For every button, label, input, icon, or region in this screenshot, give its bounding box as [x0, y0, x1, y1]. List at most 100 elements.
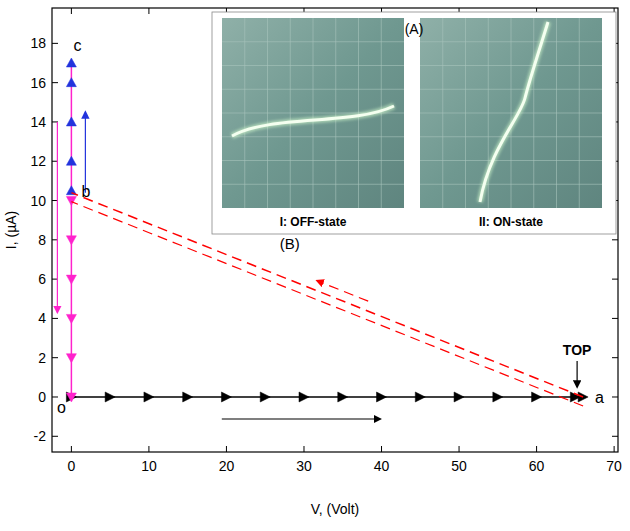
series-line [71, 201, 73, 397]
data-point [493, 392, 503, 402]
y-tick-right [612, 396, 618, 397]
x-tick [459, 446, 460, 452]
arrows [57, 112, 380, 419]
data-point [66, 393, 76, 402]
data-point [66, 117, 76, 126]
x-tick [303, 446, 304, 452]
y-tick-label: 12 [30, 153, 46, 169]
photo-grid [420, 184, 602, 185]
photo-grid [222, 89, 404, 90]
series-line-echo [71, 202, 583, 406]
data-point [532, 392, 542, 402]
annotation: o [57, 399, 66, 416]
top-arrow [577, 361, 578, 387]
photo-grid [420, 89, 602, 90]
data-point [338, 392, 348, 402]
x-axis-title: V, (Volt) [311, 501, 360, 517]
x-tick-label: 40 [374, 458, 390, 474]
photo-grid [420, 160, 602, 161]
inset-label: (A) [405, 21, 424, 37]
x-tick [381, 446, 382, 452]
x-tick-label: 60 [529, 458, 545, 474]
trace [480, 22, 548, 202]
x-tick-label: 10 [141, 458, 157, 474]
y-tick-label: 10 [30, 193, 46, 209]
y-tick [52, 318, 58, 319]
x-tick-label: 0 [67, 458, 75, 474]
inset-panel-label: I: OFF-state [280, 215, 347, 229]
y-tick-label: 6 [38, 271, 46, 287]
data-point [454, 392, 464, 402]
data-point [66, 275, 76, 284]
y-tick-label: 14 [30, 114, 46, 130]
data-point [105, 392, 115, 402]
annotation: (B) [280, 235, 300, 252]
x-tick [536, 446, 537, 452]
photo-grid [420, 136, 602, 137]
x-tick-top [148, 8, 149, 14]
x-tick [148, 446, 149, 452]
data-point [66, 354, 76, 363]
photo-grid [420, 41, 602, 42]
y-tick-right [612, 318, 618, 319]
x-tick [614, 446, 615, 452]
y-tick [52, 436, 58, 437]
arrow [222, 418, 380, 419]
photo-grid [222, 136, 404, 137]
y-tick-label: 16 [30, 75, 46, 91]
data-point [66, 197, 76, 206]
y-tick-right [612, 239, 618, 240]
annotation: a [595, 389, 604, 406]
trace-glow [232, 106, 394, 136]
x-tick-top [71, 8, 72, 14]
annotation: c [73, 37, 81, 54]
y-axis-title: I, (µA) [3, 211, 19, 249]
y-tick-label: 4 [38, 310, 46, 326]
data-point [144, 392, 154, 402]
arrow [57, 122, 58, 312]
y-tick-label: 18 [30, 35, 46, 51]
chart: 0 10 20 30 40 50 60 70 -2 0 2 4 6 8 10 12 14 16 18 V, (Volt… [0, 0, 630, 531]
y-tick-label: 0 [38, 389, 46, 405]
photo-grid [222, 41, 404, 42]
photo-grid [222, 160, 404, 161]
data-point [66, 58, 76, 67]
y-tick [52, 43, 58, 44]
y-tick-right [612, 279, 618, 280]
data-point [377, 392, 387, 402]
x-tick-label: 70 [606, 458, 622, 474]
photo-grid [222, 65, 404, 66]
x-tick [71, 446, 72, 452]
y-tick-label: 8 [38, 232, 46, 248]
data-point [260, 392, 270, 402]
photo-grid [420, 65, 602, 66]
y-tick-right [612, 357, 618, 358]
y-tick [52, 396, 58, 397]
data-point [299, 392, 309, 402]
data-point [221, 392, 231, 402]
data-point [415, 392, 425, 402]
trace-glow [480, 22, 548, 202]
trace [232, 106, 394, 136]
y-tick-label: -2 [34, 428, 47, 444]
plot-frame [52, 8, 618, 452]
arrow [85, 112, 86, 193]
data-point [66, 78, 76, 87]
x-tick-label: 20 [219, 458, 235, 474]
y-tick-label: 2 [38, 350, 46, 366]
inset-photo [222, 18, 404, 208]
y-tick-right [612, 436, 618, 437]
data-point [66, 156, 76, 165]
x-tick-label: 50 [451, 458, 467, 474]
data-point [66, 392, 76, 402]
arrow [317, 281, 368, 301]
inset-panel-label: II: ON-state [479, 215, 543, 229]
annotation: b [81, 183, 90, 200]
inset-frame [212, 12, 616, 234]
annotation: TOP [563, 342, 592, 358]
series-line [71, 193, 583, 397]
data-point [183, 392, 193, 402]
x-tick [226, 446, 227, 452]
x-tick-label: 30 [296, 458, 312, 474]
data-point [66, 314, 76, 323]
